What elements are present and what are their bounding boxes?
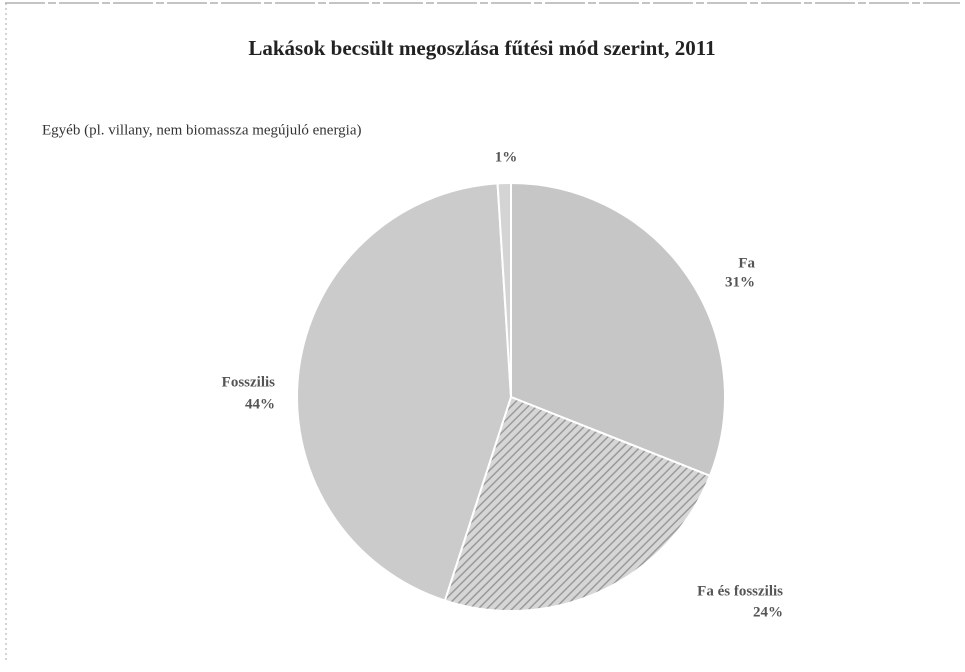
value-label: 24% xyxy=(753,604,783,620)
pie-slice xyxy=(510,181,726,478)
pie-slice xyxy=(296,182,513,602)
value-label: 1% xyxy=(495,149,518,165)
category-label: Fosszilis xyxy=(222,374,275,390)
value-label: 44% xyxy=(245,396,275,412)
pie xyxy=(296,181,726,612)
chart-title: Lakások becsült megoszlása fűtési mód sz… xyxy=(248,36,715,60)
category-label: Egyéb (pl. villany, nem biomassza megúju… xyxy=(42,122,362,138)
pie-slice xyxy=(443,395,712,612)
labels: Fa 31% Fa és fosszilis 24% Fosszilis 44% Egyéb… xyxy=(42,122,783,620)
value-label: 31% xyxy=(725,274,755,290)
category-label: Fa xyxy=(738,255,755,271)
pie-slice xyxy=(496,181,512,398)
category-label: Fa és fosszilis xyxy=(697,583,783,599)
